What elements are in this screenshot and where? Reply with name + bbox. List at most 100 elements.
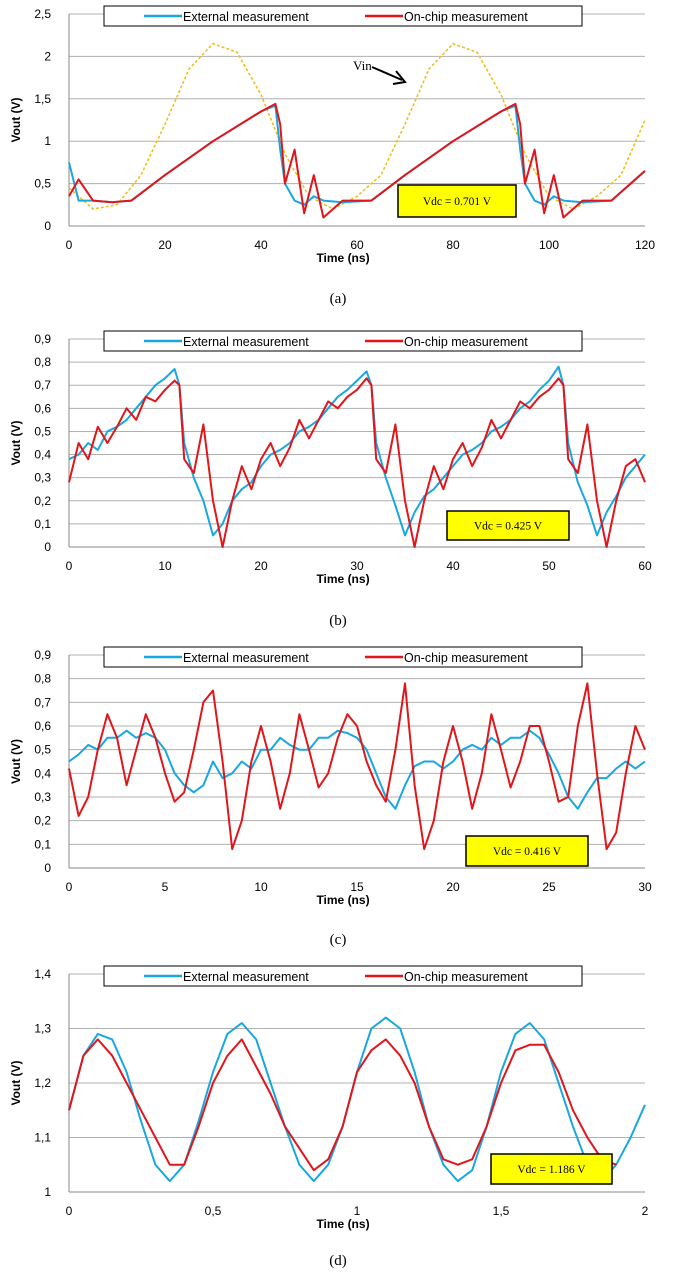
x-tick-label: 20 — [446, 880, 460, 894]
x-tick-label: 20 — [254, 559, 268, 573]
series-onchip-line — [68, 377, 646, 548]
x-tick-label: 2 — [642, 1204, 649, 1218]
y-tick-label: 0,6 — [34, 719, 51, 733]
x-tick-label: 60 — [350, 238, 364, 252]
y-tick-label: 2,5 — [34, 7, 51, 21]
vin-arrow-line — [371, 66, 403, 81]
y-tick-label: 0,1 — [34, 517, 51, 531]
y-tick-label: 0,4 — [34, 448, 51, 462]
chart-panel-0: 0 0,5 1 1,5 2 2,5 0 20 40 60 80 100 120 Time (ns) Vout… — [9, 5, 655, 307]
y-tick-label: 0 — [44, 540, 51, 554]
x-tick-label: 40 — [254, 238, 268, 252]
y-tick-label: 0,8 — [34, 355, 51, 369]
y-axis-label: Vout (V) — [9, 739, 23, 784]
y-tick-label: 0,2 — [34, 814, 51, 828]
x-tick-label: 25 — [542, 880, 556, 894]
vdc-annotation-box — [397, 184, 517, 218]
y-tick-label: 1,2 — [34, 1076, 51, 1090]
chart-panel-3: 1 1,1 1,2 1,3 1,4 0 0,5 1 1,5 2 Time (ns) Vout (V) E… — [9, 965, 649, 1269]
series-onchip-line — [68, 682, 646, 851]
y-axis-label: Vout (V) — [9, 420, 23, 465]
x-tick-label: 0 — [66, 880, 73, 894]
y-tick-label: 2 — [44, 49, 51, 63]
x-tick-label: 0 — [66, 238, 73, 252]
y-tick-label: 0,5 — [34, 743, 51, 757]
y-tick-label: 1,3 — [34, 1022, 51, 1036]
y-tick-label: 0,4 — [34, 766, 51, 780]
chart-panel-1: 0 0,1 0,2 0,3 0,4 0,5 0,6 0,7 0,8 0,9 0 10 20 30 40 50 6… — [9, 330, 652, 629]
x-tick-label: 40 — [446, 559, 460, 573]
vin-arrow-head — [392, 70, 407, 85]
vdc-annotation-box — [446, 510, 570, 541]
legend-label-onchip: On-chip measurement — [404, 335, 528, 349]
y-axis-label: Vout (V) — [9, 97, 23, 142]
vdc-annotation-text: Vdc = 0.425 V — [474, 521, 543, 533]
vdc-annotation-box — [465, 835, 589, 867]
legend: External measurement On-chip measurement — [103, 646, 583, 668]
x-tick-label: 20 — [158, 238, 172, 252]
vin-label: Vin — [353, 58, 372, 73]
x-tick-label: 120 — [635, 238, 655, 252]
y-axis-label: Vout (V) — [9, 1060, 23, 1105]
x-tick-label: 30 — [638, 880, 652, 894]
legend: External measurement On-chip measurement — [103, 5, 583, 27]
y-tick-label: 0,5 — [34, 177, 51, 191]
legend: External measurement On-chip measurement — [103, 330, 583, 352]
series-external-line — [68, 365, 646, 537]
chart-panel-2: 0 0,1 0,2 0,3 0,4 0,5 0,6 0,7 0,8 0,9 0 5 10 15 20 25 30… — [9, 646, 652, 948]
y-tick-label: 1,1 — [34, 1131, 51, 1145]
legend-box — [103, 330, 583, 352]
x-tick-label: 1,5 — [493, 1204, 510, 1218]
legend-label-onchip: On-chip measurement — [404, 970, 528, 984]
y-tick-label: 0,8 — [34, 672, 51, 686]
legend-box — [103, 646, 583, 668]
y-tick-label: 0,9 — [34, 332, 51, 346]
legend-label-external: External measurement — [183, 651, 309, 665]
vdc-annotation-text: Vdc = 1.186 V — [517, 1164, 586, 1176]
y-tick-label: 0,7 — [34, 378, 51, 392]
panel-caption: (c) — [330, 932, 347, 948]
x-tick-label: 0 — [66, 1204, 73, 1218]
legend-label-onchip: On-chip measurement — [404, 651, 528, 665]
y-tick-label: 1,5 — [34, 92, 51, 106]
legend-box — [103, 965, 583, 987]
x-tick-label: 100 — [539, 238, 559, 252]
y-tick-label: 0 — [44, 219, 51, 233]
x-axis-label: Time (ns) — [316, 251, 369, 265]
x-tick-label: 0 — [66, 559, 73, 573]
x-tick-label: 50 — [542, 559, 556, 573]
series-external-line — [68, 104, 646, 206]
x-tick-label: 30 — [350, 559, 364, 573]
y-tick-label: 1 — [44, 1185, 51, 1199]
vdc-annotation-text: Vdc = 0.416 V — [493, 846, 562, 858]
y-tick-label: 0,6 — [34, 401, 51, 415]
y-tick-label: 0,2 — [34, 494, 51, 508]
x-tick-label: 5 — [162, 880, 169, 894]
x-tick-label: 1 — [354, 1204, 361, 1218]
vdc-annotation-text: Vdc = 0.701 V — [423, 196, 492, 208]
vdc-annotation-box — [490, 1153, 613, 1185]
y-tick-label: 0,9 — [34, 648, 51, 662]
panel-caption: (d) — [329, 1253, 347, 1269]
series-external-line — [68, 729, 646, 810]
y-tick-label: 0 — [44, 861, 51, 875]
legend-label-external: External measurement — [183, 10, 309, 24]
x-axis-label: Time (ns) — [316, 893, 369, 907]
y-tick-label: 0,1 — [34, 837, 51, 851]
series-onchip-line — [68, 1038, 617, 1172]
y-tick-label: 0,3 — [34, 471, 51, 485]
legend-label-external: External measurement — [183, 970, 309, 984]
x-axis-label: Time (ns) — [316, 572, 369, 586]
y-tick-label: 0,3 — [34, 790, 51, 804]
y-tick-label: 0,5 — [34, 424, 51, 438]
x-tick-label: 10 — [158, 559, 172, 573]
y-tick-label: 1,4 — [34, 967, 51, 981]
legend-label-external: External measurement — [183, 335, 309, 349]
legend-label-onchip: On-chip measurement — [404, 10, 528, 24]
y-tick-label: 0,7 — [34, 695, 51, 709]
series-onchip-line — [68, 102, 646, 219]
x-axis-label: Time (ns) — [316, 1217, 369, 1231]
legend-box — [103, 5, 583, 27]
y-tick-label: 1 — [44, 134, 51, 148]
